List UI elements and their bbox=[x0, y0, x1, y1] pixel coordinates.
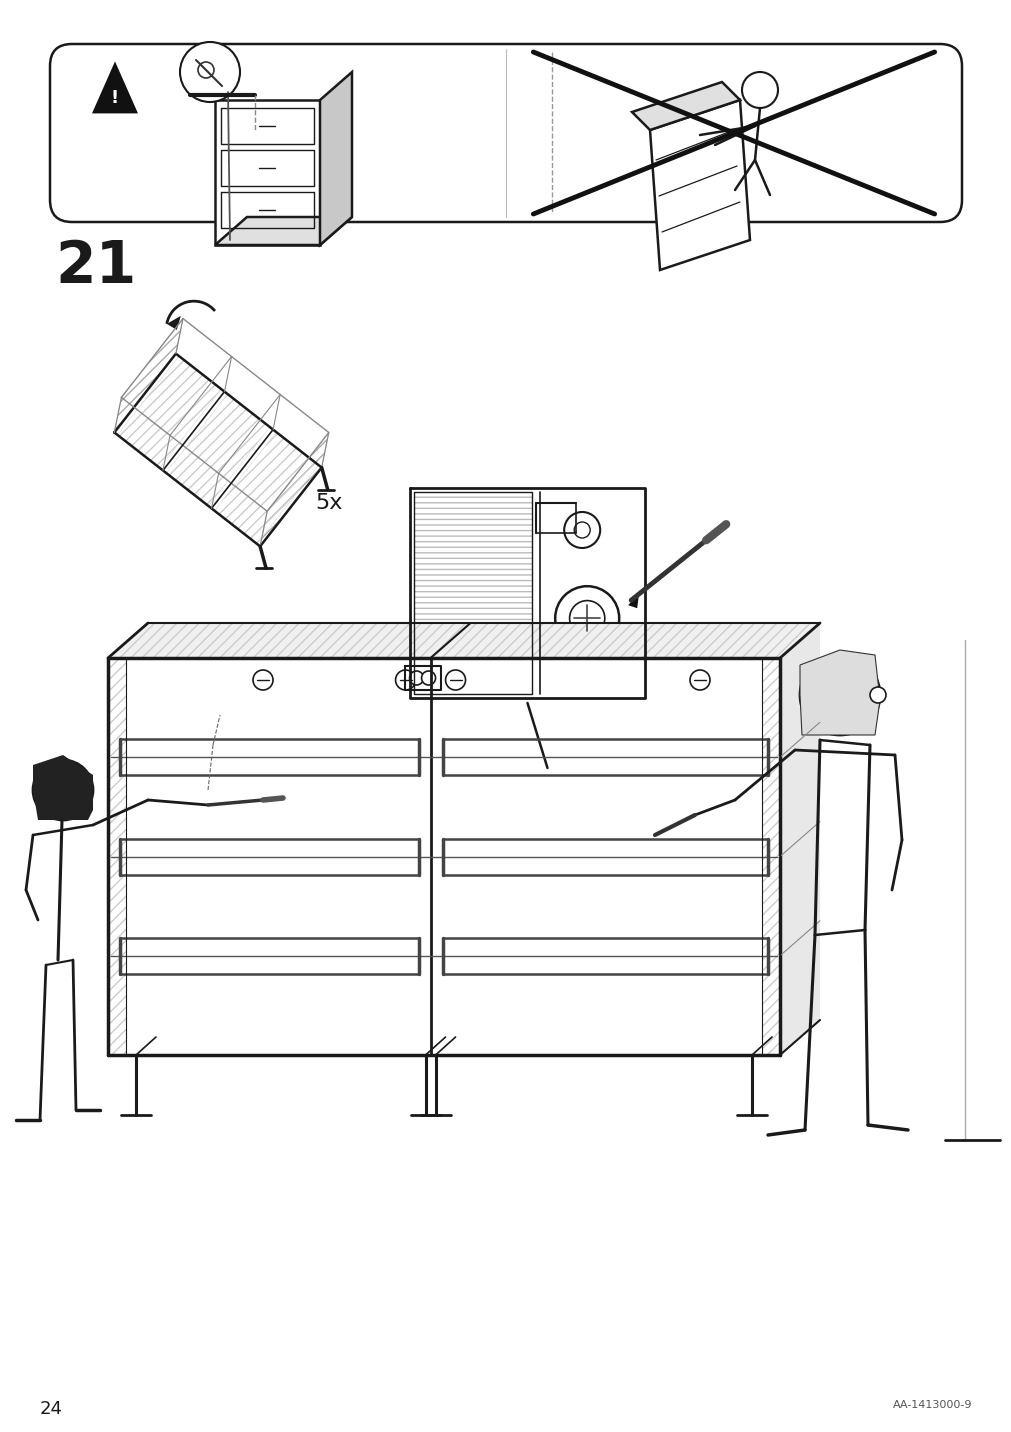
Polygon shape bbox=[533, 750, 557, 768]
Circle shape bbox=[800, 654, 880, 735]
Circle shape bbox=[564, 513, 600, 548]
Circle shape bbox=[573, 523, 589, 538]
Polygon shape bbox=[214, 218, 352, 245]
Polygon shape bbox=[108, 657, 779, 1055]
Circle shape bbox=[422, 672, 435, 684]
Polygon shape bbox=[214, 100, 319, 245]
Circle shape bbox=[395, 670, 416, 690]
Circle shape bbox=[569, 600, 605, 636]
Polygon shape bbox=[167, 316, 181, 329]
Polygon shape bbox=[33, 755, 93, 821]
Circle shape bbox=[690, 670, 710, 690]
Polygon shape bbox=[92, 62, 137, 113]
Circle shape bbox=[445, 670, 465, 690]
Circle shape bbox=[198, 62, 213, 77]
Text: AA-1413000-9: AA-1413000-9 bbox=[892, 1400, 971, 1411]
Polygon shape bbox=[632, 82, 739, 130]
Polygon shape bbox=[121, 318, 329, 511]
Circle shape bbox=[741, 72, 777, 107]
Text: 24: 24 bbox=[40, 1400, 63, 1418]
Polygon shape bbox=[628, 593, 639, 609]
Circle shape bbox=[409, 672, 424, 684]
Polygon shape bbox=[108, 623, 819, 657]
Polygon shape bbox=[114, 354, 321, 547]
Circle shape bbox=[33, 760, 93, 821]
Polygon shape bbox=[319, 72, 352, 245]
Polygon shape bbox=[649, 100, 749, 271]
Text: 5x: 5x bbox=[314, 493, 342, 513]
Polygon shape bbox=[114, 318, 183, 432]
Circle shape bbox=[180, 42, 240, 102]
Text: 21: 21 bbox=[55, 238, 136, 295]
Polygon shape bbox=[779, 623, 819, 1055]
Circle shape bbox=[253, 670, 273, 690]
Text: !: ! bbox=[111, 89, 119, 107]
Circle shape bbox=[555, 586, 619, 650]
Polygon shape bbox=[800, 650, 880, 735]
Circle shape bbox=[869, 687, 885, 703]
